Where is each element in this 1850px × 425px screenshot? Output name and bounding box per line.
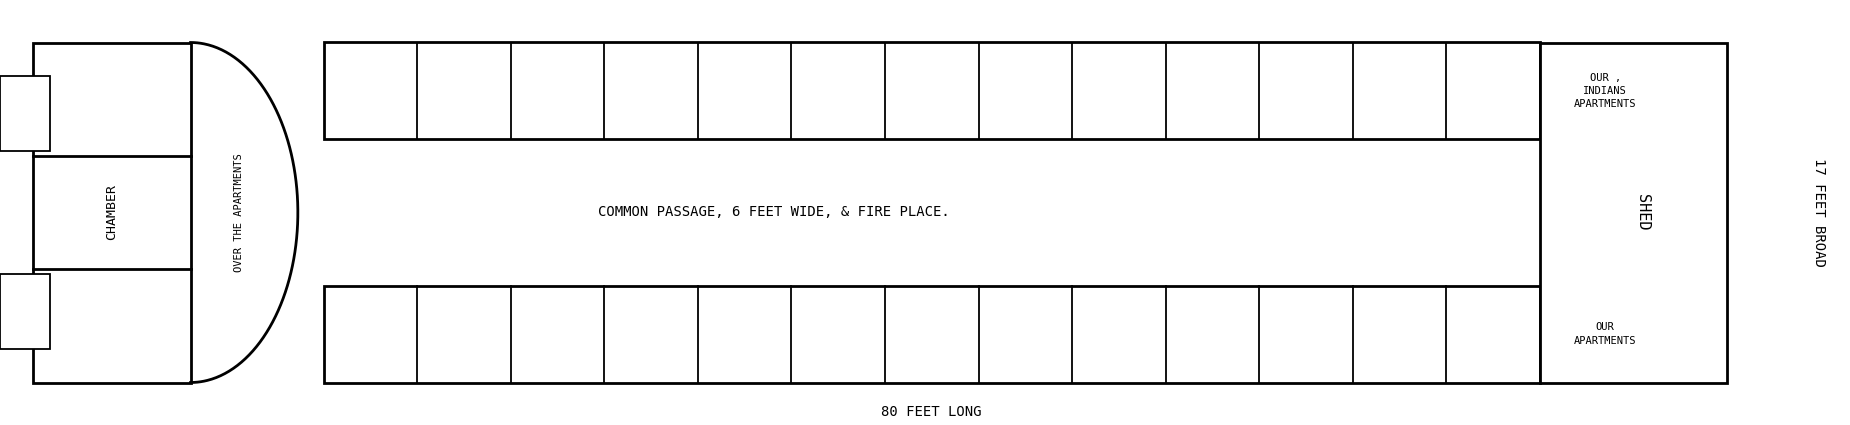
Text: 80 FEET LONG: 80 FEET LONG <box>881 405 982 419</box>
Text: OUR
APARTMENTS: OUR APARTMENTS <box>1574 323 1637 346</box>
Bar <box>0 76 50 151</box>
Text: CHAMBER: CHAMBER <box>105 184 118 241</box>
Text: OUR ,
INDIANS
APARTMENTS: OUR , INDIANS APARTMENTS <box>1574 73 1637 109</box>
Bar <box>324 286 1539 382</box>
Bar <box>1539 42 1726 382</box>
Bar <box>0 274 50 348</box>
Bar <box>324 42 1539 139</box>
Text: 17 FEET BROAD: 17 FEET BROAD <box>1811 158 1826 267</box>
Text: OVER THE APARTMENTS: OVER THE APARTMENTS <box>233 153 244 272</box>
Text: SHED: SHED <box>1635 194 1650 231</box>
Bar <box>33 42 191 382</box>
Text: COMMON PASSAGE, 6 FEET WIDE, & FIRE PLACE.: COMMON PASSAGE, 6 FEET WIDE, & FIRE PLAC… <box>598 206 949 219</box>
